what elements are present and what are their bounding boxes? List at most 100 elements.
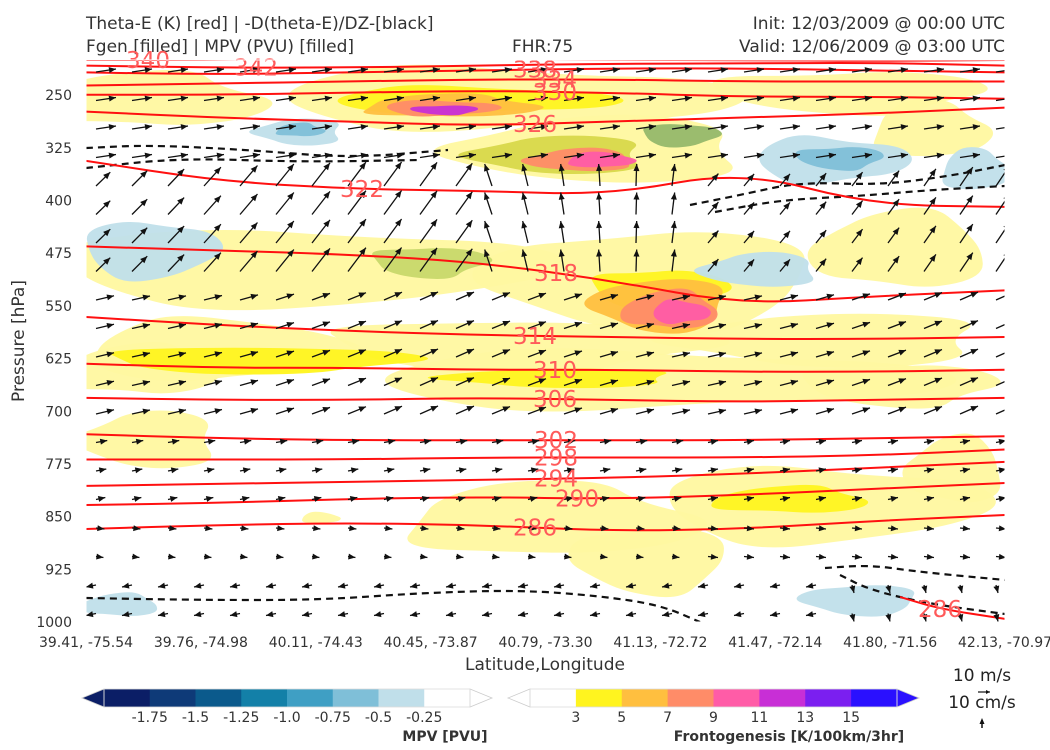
wind-vector-head — [266, 611, 274, 618]
wind-vector-head — [684, 124, 692, 131]
wind-vector-head — [934, 406, 942, 412]
theta-e-contour-label: 322 — [340, 177, 384, 203]
colorbar-cell — [713, 689, 760, 707]
wind-vector-head — [360, 152, 368, 159]
wind-vector-head — [921, 613, 928, 622]
wind-vector-head — [338, 582, 346, 589]
wind-vector-head — [662, 582, 670, 589]
theta-e-line — [86, 362, 1005, 373]
x-tick-label: 40.11, -74.43 — [269, 635, 363, 651]
wind-vector-head — [892, 170, 900, 179]
wind-vector-head — [132, 553, 140, 560]
theta-e-contour-label: 310 — [533, 358, 577, 384]
theta-e-line — [86, 316, 1005, 341]
wind-vector-head — [754, 322, 762, 329]
wind-vector-head — [446, 582, 454, 589]
wind-vector-head — [315, 438, 324, 445]
wind-vector-head — [446, 611, 454, 618]
wind-vector-head — [574, 350, 582, 357]
wind-vector-head — [1009, 67, 1016, 73]
wind-vector-head — [322, 349, 330, 356]
wind-vector-head — [106, 408, 114, 415]
theta-e-contour-label: 314 — [513, 324, 557, 350]
wind-vector-head — [962, 467, 970, 474]
wind-vector-head — [567, 438, 576, 445]
wind-vector-head — [420, 553, 428, 560]
theta-e-contour-label: 318 — [534, 261, 578, 287]
wind-vector-head — [135, 438, 144, 445]
wind-vector-head — [180, 67, 188, 74]
wind-vector-head — [432, 152, 440, 159]
wind-vector-head — [286, 321, 294, 328]
fill-region — [275, 122, 326, 137]
wind-vector-head — [934, 292, 942, 298]
wind-vector-head — [430, 349, 438, 355]
wind-vector-head — [279, 438, 288, 445]
wind-vector-head — [286, 350, 294, 357]
wind-vector-head — [898, 321, 906, 327]
wind-vector-head — [782, 553, 790, 560]
y-tick-label: 700 — [45, 404, 72, 420]
wind-vector-head — [646, 322, 654, 329]
wind-vector-head — [711, 173, 719, 181]
wind-vector-head — [698, 582, 706, 589]
wind-vector-head — [213, 224, 221, 232]
wind-vector-head — [349, 496, 358, 502]
wind-vector-head — [287, 249, 294, 257]
wind-vector-head — [564, 553, 572, 560]
wind-vector-head — [430, 320, 438, 327]
wind-vector-head — [103, 200, 111, 208]
wind-vector-head — [670, 221, 677, 229]
wind-vector-head — [900, 67, 908, 74]
wind-vector-head — [528, 553, 536, 560]
wind-vector-head — [711, 259, 719, 267]
mpv-tick-label: -0.25 — [406, 710, 442, 726]
wind-vector-head — [864, 67, 872, 74]
wind-vector-head — [530, 467, 539, 474]
wind-vector-head — [682, 408, 690, 415]
wind-vector — [995, 352, 1005, 358]
colorbar-cell — [759, 689, 806, 707]
wind-vector-head — [826, 407, 834, 414]
wind-vector-head — [574, 321, 582, 328]
wind-vector-head — [849, 613, 856, 622]
wind-vector-head — [241, 525, 249, 532]
wind-vector-head — [862, 378, 870, 385]
wind-vector-head — [962, 525, 970, 532]
wind-vector-head — [892, 199, 900, 207]
wind-vector-head — [106, 351, 114, 358]
wind-vector-head — [394, 377, 402, 384]
wind-vector-head — [648, 67, 656, 74]
wind-vector-head — [854, 553, 862, 560]
wind-vector-head — [177, 254, 185, 262]
wind-vector-head — [646, 408, 654, 415]
wind-vector-head — [374, 611, 382, 618]
x-axis-ticks: 39.41, -75.54 39.76, -74.98 40.11, -74.43 4… — [39, 635, 1050, 651]
wind-vector-head — [540, 67, 548, 74]
wind-vector-head — [142, 351, 150, 358]
colorbar-extend-right — [896, 688, 921, 708]
wind-vector-head — [106, 322, 114, 329]
frontogenesis-tick-label: 11 — [750, 710, 768, 726]
wind-vector-head — [890, 495, 898, 502]
wind-vector-head — [819, 201, 827, 210]
wind-vector-head — [718, 408, 726, 415]
wind-vector-head — [216, 95, 224, 102]
wind-vector-head — [612, 124, 620, 131]
wind-vector-head — [502, 292, 510, 298]
wind-vector-head — [98, 467, 107, 474]
wind-vector-head — [826, 379, 834, 386]
wind-vector-head — [430, 162, 438, 170]
wind-vector-head — [574, 293, 582, 300]
wind-vector-head — [502, 406, 510, 412]
wind-vector-head — [504, 95, 512, 102]
wind-vector-head — [626, 611, 634, 618]
wind-vector-head — [782, 525, 790, 532]
wind-vector-head — [396, 95, 404, 102]
wind-vector-head — [828, 124, 836, 131]
wind-vector-head — [108, 124, 116, 131]
wind-vector-head — [531, 438, 540, 445]
wind-vector-head — [792, 152, 800, 159]
wind-vector-head — [360, 95, 368, 102]
